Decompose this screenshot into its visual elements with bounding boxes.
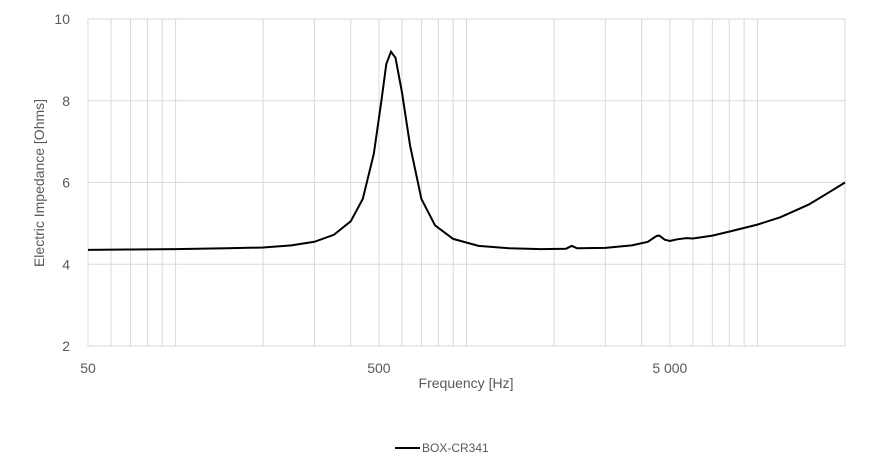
- x-tick-label: 500: [367, 360, 391, 376]
- x-tick-label: 50: [80, 360, 96, 376]
- y-axis-title: Electric Impedance [Ohms]: [31, 99, 47, 267]
- y-tick-label: 4: [62, 256, 70, 272]
- x-axis-title: Frequency [Hz]: [419, 375, 514, 391]
- y-tick-label: 6: [62, 175, 70, 191]
- series-line-box-cr341: [87, 49, 846, 251]
- y-tick-label: 2: [62, 338, 70, 354]
- y-tick-label: 10: [54, 11, 70, 27]
- grid-lines: [87, 18, 846, 347]
- x-axis-ticks: 50 500 5 000: [80, 360, 687, 376]
- y-tick-label: 8: [62, 93, 70, 109]
- x-tick-label: 5 000: [652, 360, 687, 376]
- y-axis-ticks: 2 4 6 8 10: [54, 11, 70, 354]
- legend: BOX-CR341: [395, 441, 489, 455]
- legend-label: BOX-CR341: [422, 441, 489, 455]
